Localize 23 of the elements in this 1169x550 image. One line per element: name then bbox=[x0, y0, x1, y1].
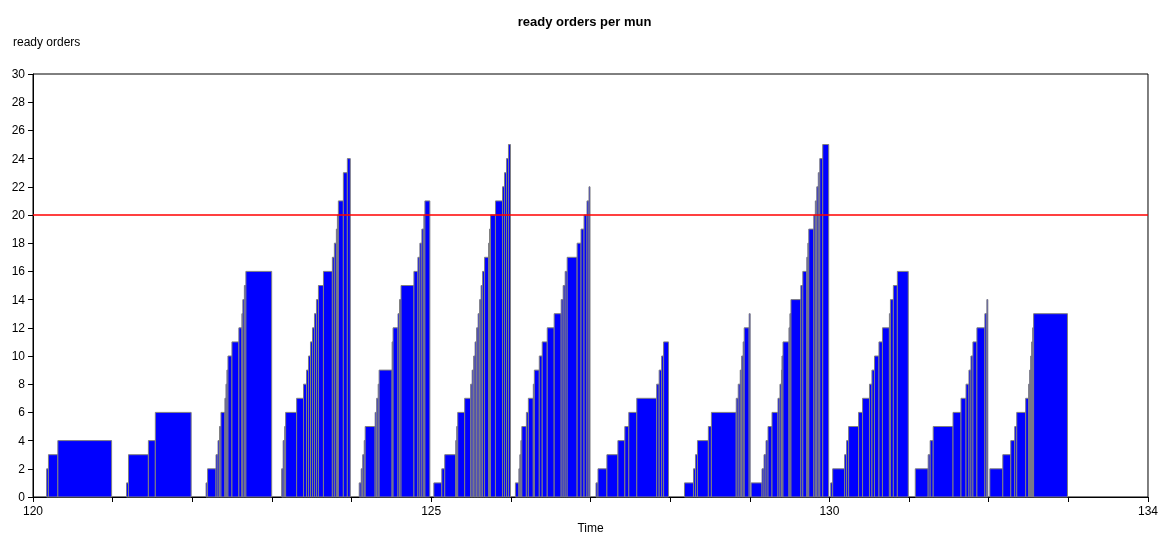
y-tick-label: 14 bbox=[11, 292, 26, 307]
y-tick-label: 16 bbox=[11, 264, 26, 279]
chart-title: ready orders per mun bbox=[517, 14, 652, 29]
y-tick-label: 10 bbox=[11, 349, 26, 363]
x-tick-label: 130 bbox=[819, 504, 840, 518]
y-tick-label: 4 bbox=[18, 433, 26, 448]
y-tick-label: 18 bbox=[11, 236, 26, 251]
y-tick-label: 30 bbox=[11, 67, 26, 81]
x-tick-label: 134 bbox=[1137, 504, 1159, 518]
x-tick-label: 125 bbox=[421, 504, 442, 518]
y-tick-label: 0 bbox=[18, 490, 26, 504]
y-tick-label: 6 bbox=[18, 405, 26, 420]
y-tick-label: 28 bbox=[11, 95, 26, 110]
y-tick-label: 24 bbox=[11, 151, 26, 166]
y-tick-label: 26 bbox=[11, 123, 26, 138]
y-tick-label: 20 bbox=[11, 208, 26, 222]
y-axis-title: ready orders bbox=[13, 35, 81, 49]
y-tick-label: 8 bbox=[18, 377, 26, 392]
x-tick-label: 120 bbox=[22, 504, 44, 518]
y-tick-label: 12 bbox=[11, 320, 26, 335]
y-tick-label: 2 bbox=[18, 461, 26, 476]
y-tick-label: 22 bbox=[11, 179, 26, 194]
x-axis-title: Time bbox=[577, 520, 604, 535]
